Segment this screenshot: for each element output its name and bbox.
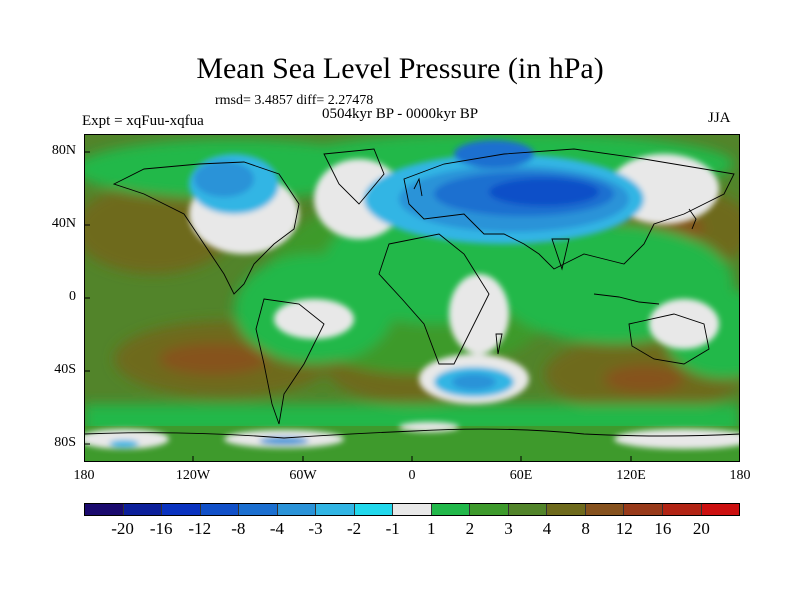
lon-label-60w: 60W [289, 468, 317, 483]
stats-text: rmsd= 3.4857 diff= 2.27478 [215, 93, 374, 108]
colorbar-label: -20 [111, 519, 134, 538]
plot-title: Mean Sea Level Pressure (in hPa) [196, 52, 604, 85]
colorbar-swatch [200, 504, 240, 515]
colorbar-label: -8 [231, 519, 246, 538]
lon-label-120e: 120E [616, 468, 646, 483]
colorbar-label: -3 [308, 519, 323, 538]
colorbar-swatch [585, 504, 625, 515]
lat-label-80s: 80S [54, 435, 76, 450]
colorbar-swatch [470, 504, 509, 515]
colorbar-label: 1 [427, 519, 436, 538]
antarctic-features [84, 422, 740, 449]
colorbar-swatch [277, 504, 317, 515]
colorbar-swatch [85, 504, 124, 515]
colorbar-label: -4 [269, 519, 285, 538]
colorbar-swatch [662, 504, 702, 515]
map-ticks [84, 151, 632, 462]
low-pressure-blobs [189, 140, 719, 404]
colorbar-swatch [431, 504, 471, 515]
colorbar-label: 3 [504, 519, 513, 538]
experiment-label: Expt = xqFuu-xqfua [82, 113, 204, 129]
colorbar-swatch [508, 504, 548, 515]
colorbar-swatch [354, 504, 394, 515]
lat-label-40n: 40N [51, 216, 76, 231]
colorbar-swatch [624, 504, 663, 515]
colorbar-label: -2 [347, 519, 362, 538]
lon-label-0: 0 [408, 468, 416, 483]
colorbar-swatch [316, 504, 355, 515]
period-label: 0504kyr BP - 0000kyr BP [322, 106, 479, 122]
colorbar-label: 16 [654, 519, 672, 538]
lat-label-0: 0 [69, 289, 76, 304]
colorbar-swatch [123, 504, 163, 515]
season-label: JJA [708, 110, 731, 126]
colorbar-swatch [393, 504, 432, 515]
coastlines [84, 148, 740, 439]
lon-label-60e: 60E [509, 468, 533, 483]
pressure-map [84, 134, 740, 462]
colorbar-swatch [162, 504, 201, 515]
colorbar-label: -1 [385, 519, 400, 538]
lon-label-180w: 180 [73, 468, 95, 483]
colorbar-swatch [239, 504, 278, 515]
colorbar-swatch [547, 504, 586, 515]
lon-label-120w: 120W [175, 468, 211, 483]
map-svg [84, 134, 740, 462]
colorbar-label: 20 [692, 519, 710, 538]
colorbar-label: 2 [465, 519, 475, 538]
lat-label-80n: 80N [51, 143, 76, 158]
colorbar-label: 8 [581, 519, 590, 538]
colorbar-label: -12 [188, 519, 212, 538]
lon-label-180e: 180 [729, 468, 751, 483]
colorbar-swatch [701, 504, 740, 515]
colorbar-label: 12 [615, 519, 633, 538]
colorbar-label: 4 [542, 519, 552, 538]
colorbar-label: -16 [149, 519, 173, 538]
lat-label-40s: 40S [54, 362, 76, 377]
colorbar [84, 503, 740, 516]
